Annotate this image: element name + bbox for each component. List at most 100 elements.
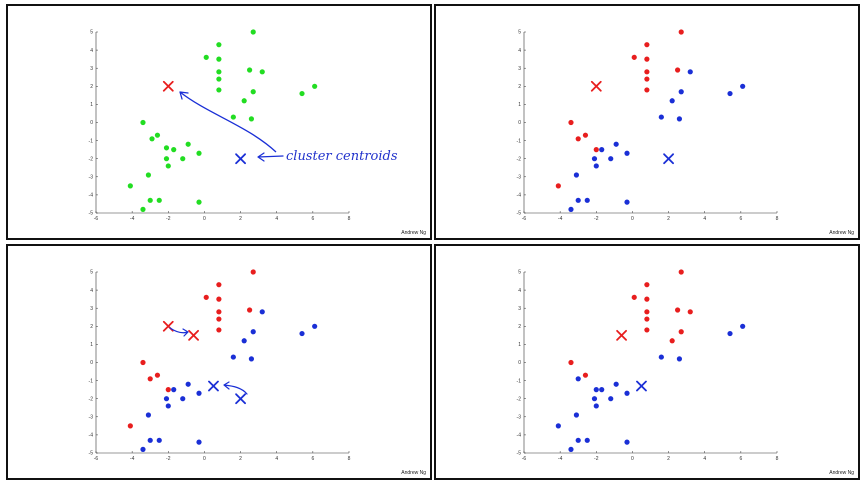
data-point bbox=[156, 197, 162, 203]
y-tick-label: 3 bbox=[518, 66, 521, 72]
y-tick-label: 0 bbox=[518, 360, 521, 366]
y-tick-label: 1 bbox=[90, 342, 93, 348]
x-tick-label: -2 bbox=[594, 456, 599, 462]
data-point bbox=[658, 354, 664, 360]
y-tick-label: -4 bbox=[89, 193, 94, 199]
x-tick-label: 2 bbox=[667, 216, 670, 222]
data-point bbox=[644, 87, 650, 93]
data-point bbox=[216, 309, 222, 315]
data-point bbox=[165, 387, 171, 393]
x-tick-label: 0 bbox=[631, 456, 634, 462]
x-tick-label: 8 bbox=[348, 216, 351, 222]
y-tick-label: -2 bbox=[517, 156, 522, 162]
panel-2: 5 4 3 2 1 0 -1 -2 -3 -4 -5 -6 -4 -2 0 2 4 6 8 Andrew Ng bbox=[434, 4, 860, 240]
data-point bbox=[555, 183, 561, 189]
x-tick-label: -4 bbox=[130, 216, 135, 222]
x-tick-label: 4 bbox=[275, 456, 278, 462]
data-point bbox=[575, 136, 581, 142]
data-point bbox=[140, 206, 146, 212]
y-tick-label: 5 bbox=[518, 270, 521, 276]
scatter-plot-4: 5 4 3 2 1 0 -1 -2 -3 -4 -5-6 -4 -2 0 2 4 6 8 bbox=[517, 269, 779, 462]
panel-3: 5 4 3 2 1 0 -1 -2 -3 -4 -5 -6 -4 -2 0 2 4 6 8 Andrew Ng bbox=[6, 244, 432, 480]
data-point bbox=[140, 446, 146, 452]
watermark: Andrew Ng bbox=[829, 230, 854, 236]
data-point bbox=[127, 183, 133, 189]
data-point bbox=[145, 172, 152, 178]
data-point bbox=[613, 141, 619, 147]
x-tick-label: -2 bbox=[166, 216, 171, 222]
y-tick-label: -5 bbox=[517, 451, 522, 457]
y-tick-label: -3 bbox=[517, 415, 522, 421]
y-tick-label: 2 bbox=[90, 84, 93, 90]
y-tick-label: 2 bbox=[518, 324, 521, 330]
data-point bbox=[676, 356, 683, 362]
data-point bbox=[591, 156, 598, 162]
data-point bbox=[608, 396, 614, 402]
data-point bbox=[591, 396, 598, 402]
data-point bbox=[259, 309, 265, 315]
data-point bbox=[147, 376, 153, 382]
data-point bbox=[687, 309, 693, 315]
scatter-plot-3: 5 4 3 2 1 0 -1 -2 -3 -4 -5-6 -4 -2 0 2 4 6 8 bbox=[89, 269, 351, 462]
y-tick-label: -2 bbox=[517, 396, 522, 402]
data-point bbox=[230, 354, 236, 360]
x-tick-label: -4 bbox=[130, 456, 135, 462]
data-point bbox=[575, 197, 581, 203]
data-point bbox=[573, 172, 580, 178]
data-point bbox=[613, 381, 619, 387]
data-point bbox=[593, 387, 599, 393]
y-tick-label: -2 bbox=[89, 156, 94, 162]
data-point bbox=[644, 316, 650, 322]
data-point bbox=[196, 439, 202, 445]
data-point bbox=[555, 423, 561, 429]
data-point bbox=[644, 69, 650, 75]
y-tick-label: -3 bbox=[517, 175, 522, 181]
data-point bbox=[247, 307, 253, 313]
data-point bbox=[196, 199, 202, 205]
y-tick-label: 0 bbox=[518, 120, 521, 126]
x-tick-label: 6 bbox=[739, 456, 742, 462]
scatter-plot-2: 5 4 3 2 1 0 -1 -2 -3 -4 -5-6 -4 -2 0 2 4 6 8 bbox=[517, 29, 779, 222]
x-tick-label: -2 bbox=[594, 216, 599, 222]
data-point bbox=[247, 67, 253, 73]
data-point bbox=[127, 423, 133, 429]
data-point bbox=[573, 412, 580, 418]
y-tick-label: -5 bbox=[517, 211, 522, 217]
data-point bbox=[584, 197, 590, 203]
y-tick-label: -1 bbox=[517, 378, 522, 384]
data-point bbox=[216, 69, 222, 75]
data-point bbox=[230, 114, 236, 120]
data-point bbox=[250, 329, 256, 335]
data-point bbox=[241, 338, 247, 344]
y-tick-label: 4 bbox=[518, 48, 521, 54]
x-tick-label: 2 bbox=[667, 456, 670, 462]
annotation-arrows bbox=[169, 327, 248, 395]
data-point bbox=[593, 147, 599, 153]
centroid-marker bbox=[616, 329, 627, 341]
data-point bbox=[644, 76, 650, 82]
data-point bbox=[568, 446, 574, 452]
x-tick-label: -6 bbox=[94, 216, 99, 222]
data-point bbox=[156, 437, 162, 443]
x-tick-label: -6 bbox=[522, 456, 527, 462]
data-point bbox=[644, 327, 650, 333]
data-point bbox=[196, 390, 202, 396]
x-tick-label: 6 bbox=[311, 216, 314, 222]
data-point bbox=[568, 359, 574, 366]
y-tick-label: 4 bbox=[90, 48, 93, 54]
data-point bbox=[675, 67, 681, 73]
centroid-marker bbox=[235, 153, 246, 165]
scatter-plot-1: 5 4 3 2 1 0 -1 -2 -3 -4 -5-6 -4 -2 0 2 4 6 8 cluster centr… bbox=[89, 29, 398, 222]
centroid-marker bbox=[663, 153, 674, 165]
y-tick-label: -2 bbox=[89, 396, 94, 402]
data-point bbox=[216, 42, 222, 48]
data-point bbox=[644, 296, 650, 302]
data-point bbox=[216, 316, 222, 322]
x-tick-label: 4 bbox=[703, 456, 706, 462]
data-point bbox=[575, 376, 581, 382]
data-point bbox=[165, 163, 171, 169]
data-point bbox=[248, 356, 255, 362]
data-point bbox=[624, 150, 630, 156]
data-point bbox=[669, 98, 675, 104]
data-point bbox=[575, 437, 581, 443]
